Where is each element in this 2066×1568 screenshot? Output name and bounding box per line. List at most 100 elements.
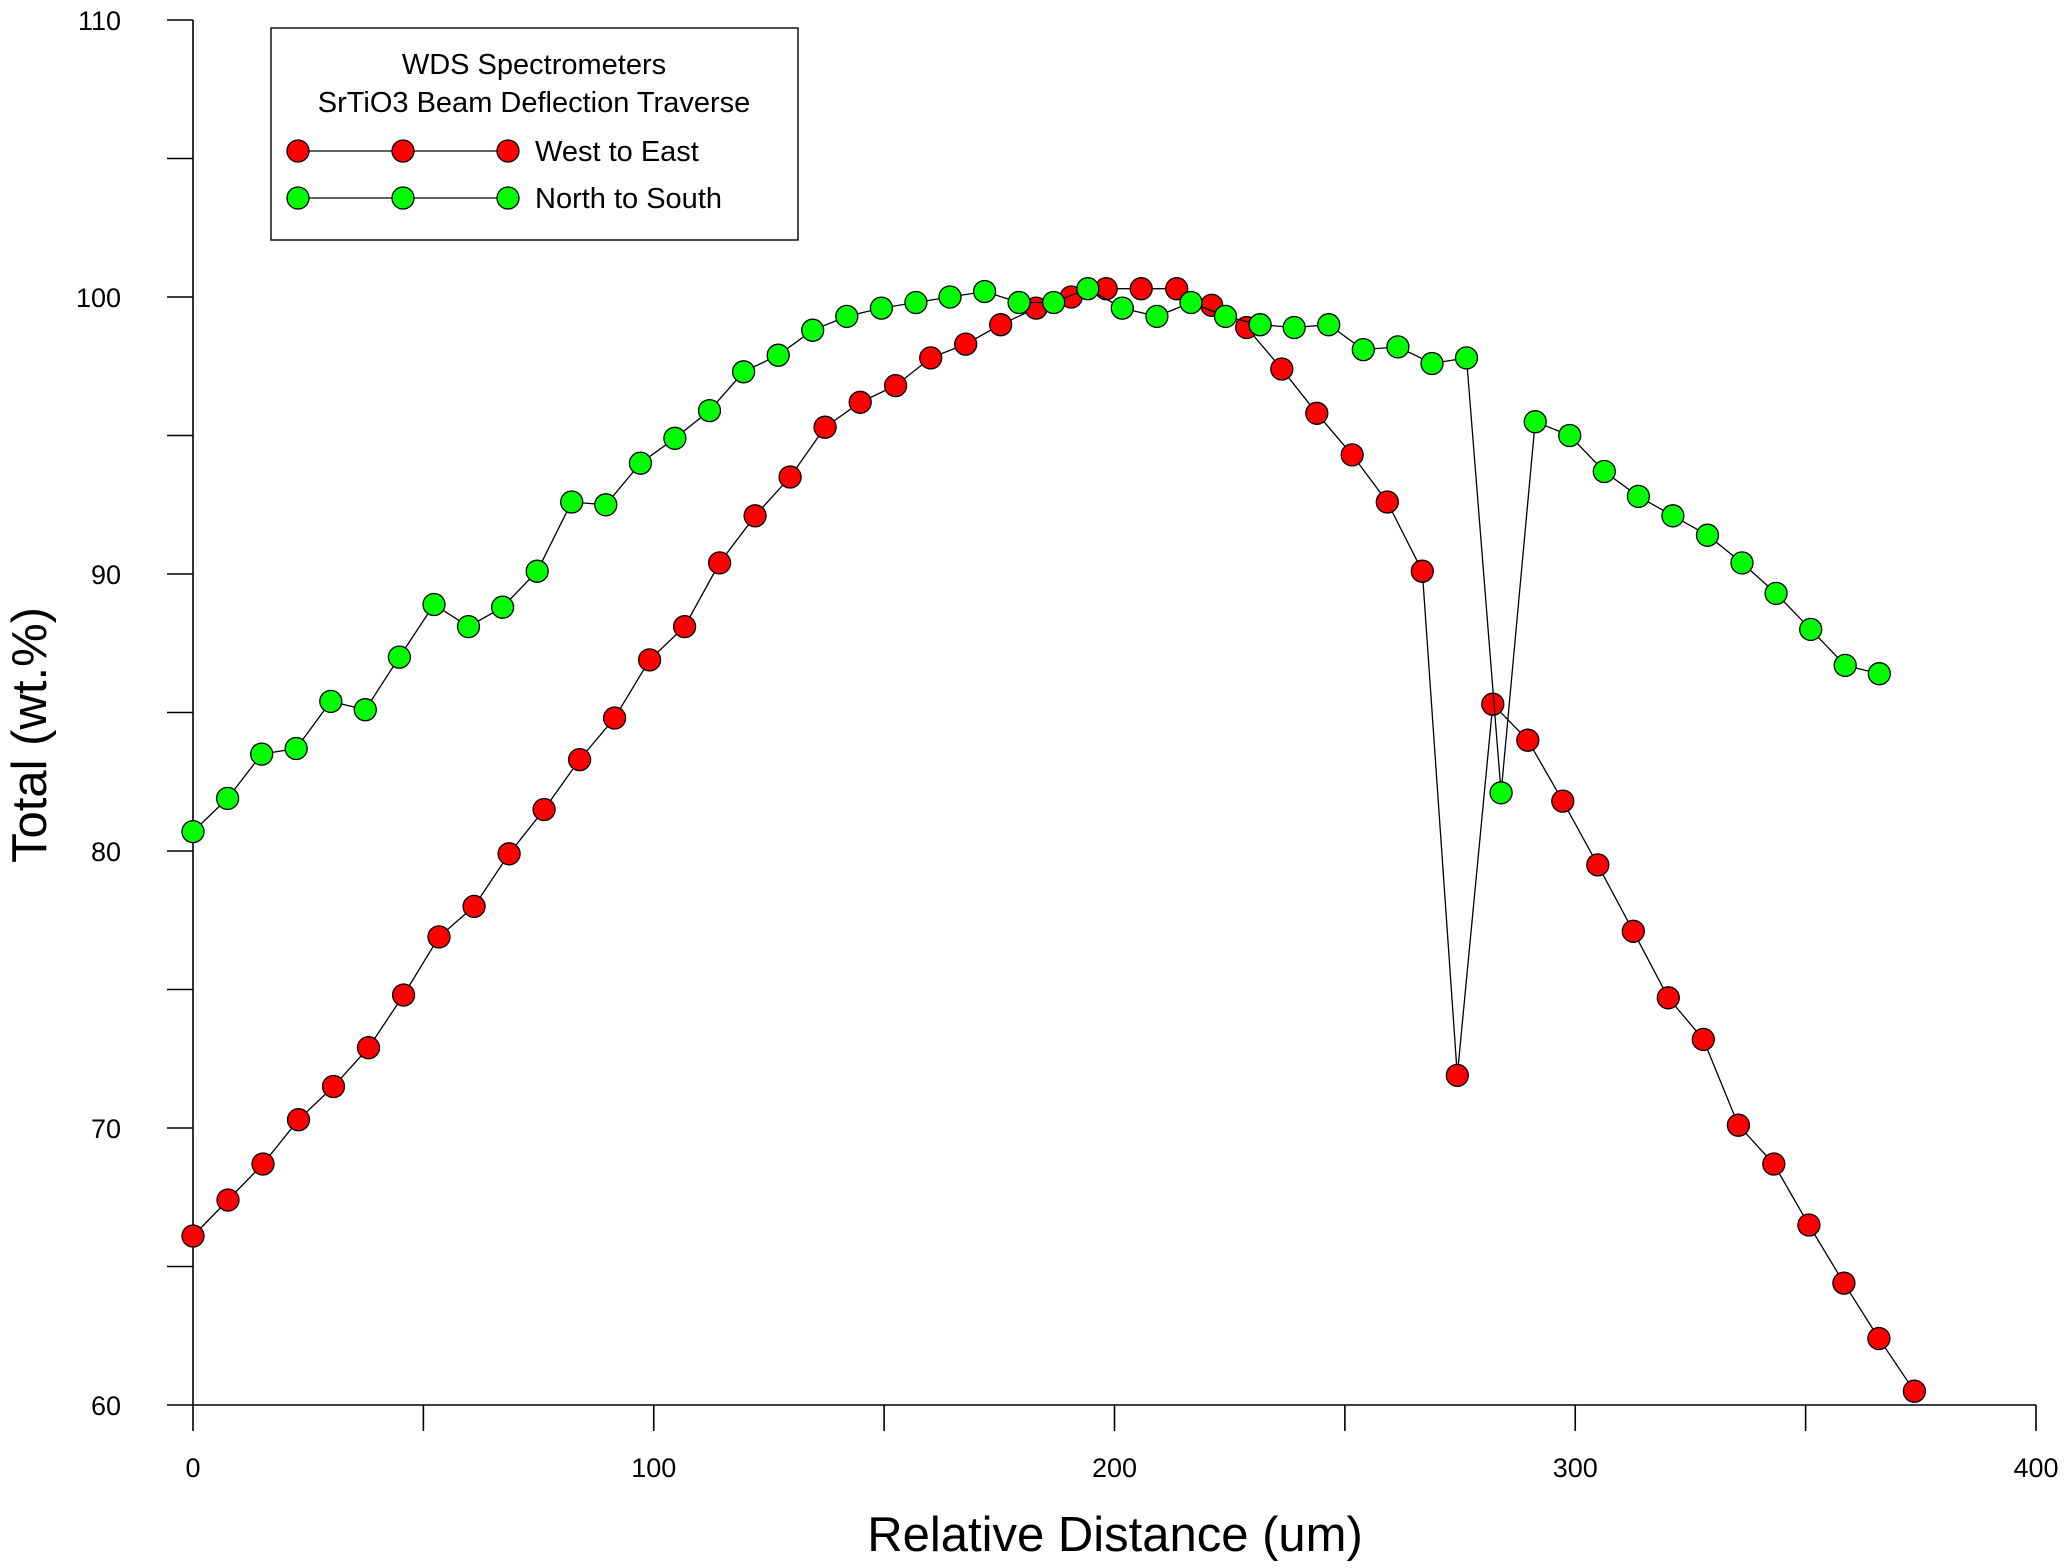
data-point-west-to-east (497, 842, 521, 866)
data-point-west-to-east (1867, 1326, 1891, 1351)
data-point-west-to-east (462, 894, 486, 919)
data-point-north-to-south (353, 698, 377, 722)
data-point-west-to-east (954, 332, 978, 356)
y-tick-label: 100 (76, 283, 121, 313)
data-point-west-to-east (637, 648, 662, 672)
data-point-west-to-east (1621, 919, 1645, 943)
data-point-north-to-south (250, 742, 274, 766)
legend-title-line-1: WDS Spectrometers (402, 49, 666, 81)
data-point-west-to-east (1902, 1379, 1927, 1403)
data-point-north-to-south (801, 318, 825, 342)
series-line-north-to-south (192, 287, 1880, 833)
data-point-west-to-east (602, 706, 627, 730)
legend-marker-north-to-south (286, 186, 310, 210)
data-point-north-to-south (904, 290, 928, 315)
axes: 0 100 200 300 400 60 70 80 90 100 110 (76, 6, 2059, 1483)
data-point-north-to-south (1145, 304, 1169, 329)
data-point-north-to-south (835, 304, 859, 329)
legend-entry-west-to-east: West to East (286, 136, 699, 168)
legend-title-line-2: SrTiO3 Beam Deflection Traverse (318, 87, 750, 119)
data-point-north-to-south (181, 819, 205, 844)
data-point-north-to-south (1213, 304, 1238, 329)
data-point-west-to-east (1129, 277, 1153, 301)
data-point-north-to-south (663, 426, 687, 450)
data-point-west-to-east (1656, 986, 1680, 1010)
x-tick-label: 400 (2013, 1453, 2058, 1483)
data-point-north-to-south (1454, 346, 1479, 370)
data-point-west-to-east (1762, 1152, 1786, 1176)
data-point-west-to-east (321, 1074, 346, 1099)
data-point-west-to-east (1305, 401, 1329, 425)
data-point-north-to-south (490, 595, 515, 619)
legend-label-west-to-east: West to East (535, 136, 699, 168)
data-point-north-to-south (1799, 617, 1823, 642)
data-point-north-to-south (1523, 410, 1547, 434)
x-tick-label: 100 (631, 1453, 676, 1483)
data-point-north-to-south (1248, 313, 1272, 337)
data-point-north-to-south (1110, 296, 1134, 320)
y-tick-label: 90 (91, 560, 121, 590)
data-point-west-to-east (707, 551, 732, 575)
y-tick-label: 110 (78, 6, 121, 36)
data-point-north-to-south (869, 296, 894, 320)
data-point-north-to-south (1076, 277, 1100, 301)
data-point-north-to-south (525, 559, 549, 583)
data-point-north-to-south (1764, 581, 1788, 606)
y-axis-title: Total (wt.%) (3, 607, 57, 863)
data-point-north-to-south (560, 490, 584, 514)
data-point-west-to-east (1691, 1027, 1715, 1052)
data-point-west-to-east (1375, 490, 1399, 514)
legend-entry-north-to-south: North to South (286, 183, 722, 215)
data-point-west-to-east (427, 925, 451, 949)
data-point-north-to-south (697, 398, 722, 423)
data-point-west-to-east (919, 346, 943, 370)
data-point-west-to-east (1340, 443, 1364, 467)
data-point-north-to-south (1042, 290, 1066, 315)
data-point-north-to-south (766, 343, 790, 367)
data-point-north-to-south (1558, 423, 1582, 448)
data-point-west-to-east (356, 1036, 381, 1060)
data-point-north-to-south (1179, 290, 1203, 315)
data-point-north-to-south (1386, 335, 1410, 359)
data-point-west-to-east (391, 983, 416, 1007)
data-point-west-to-east (216, 1188, 240, 1212)
y-tick-label: 60 (91, 1391, 121, 1421)
series-line-west-to-east (192, 288, 1915, 1392)
data-point-west-to-east (532, 797, 556, 822)
data-point-west-to-east (743, 504, 767, 528)
data-point-west-to-east (286, 1108, 311, 1132)
data-point-west-to-east (848, 390, 872, 414)
data-point-west-to-east (1270, 357, 1294, 381)
legend-marker-west-to-east (391, 139, 415, 163)
data-point-north-to-south (938, 285, 962, 309)
data-point-north-to-south (972, 279, 997, 304)
data-point-west-to-east (1516, 728, 1540, 752)
data-point-north-to-south (284, 736, 308, 761)
data-point-north-to-south (1695, 523, 1720, 547)
data-point-west-to-east (251, 1152, 275, 1176)
x-axis-title: Relative Distance (um) (867, 1508, 1363, 1562)
data-point-west-to-east (181, 1224, 205, 1248)
data-point-west-to-east (778, 465, 802, 489)
legend-box (270, 27, 799, 241)
series-west-to-east (181, 277, 1927, 1403)
data-point-north-to-south (456, 614, 481, 639)
data-point-north-to-south (387, 645, 412, 669)
data-point-west-to-east (1445, 1063, 1469, 1088)
data-point-west-to-east (813, 415, 837, 439)
data-point-west-to-east (672, 614, 697, 639)
legend: WDS Spectrometers SrTiO3 Beam Deflection… (270, 27, 799, 241)
data-point-north-to-south (731, 360, 756, 384)
legend-marker-west-to-east (496, 139, 520, 163)
data-point-north-to-south (319, 689, 343, 714)
data-point-north-to-south (1007, 290, 1031, 315)
data-point-north-to-south (1661, 504, 1685, 528)
data-point-west-to-east (1726, 1113, 1751, 1137)
data-point-west-to-east (1586, 853, 1610, 877)
data-point-west-to-east (1797, 1213, 1821, 1237)
data-point-west-to-east (1832, 1271, 1856, 1295)
y-tick-label: 70 (91, 1114, 121, 1144)
data-point-north-to-south (628, 451, 653, 475)
